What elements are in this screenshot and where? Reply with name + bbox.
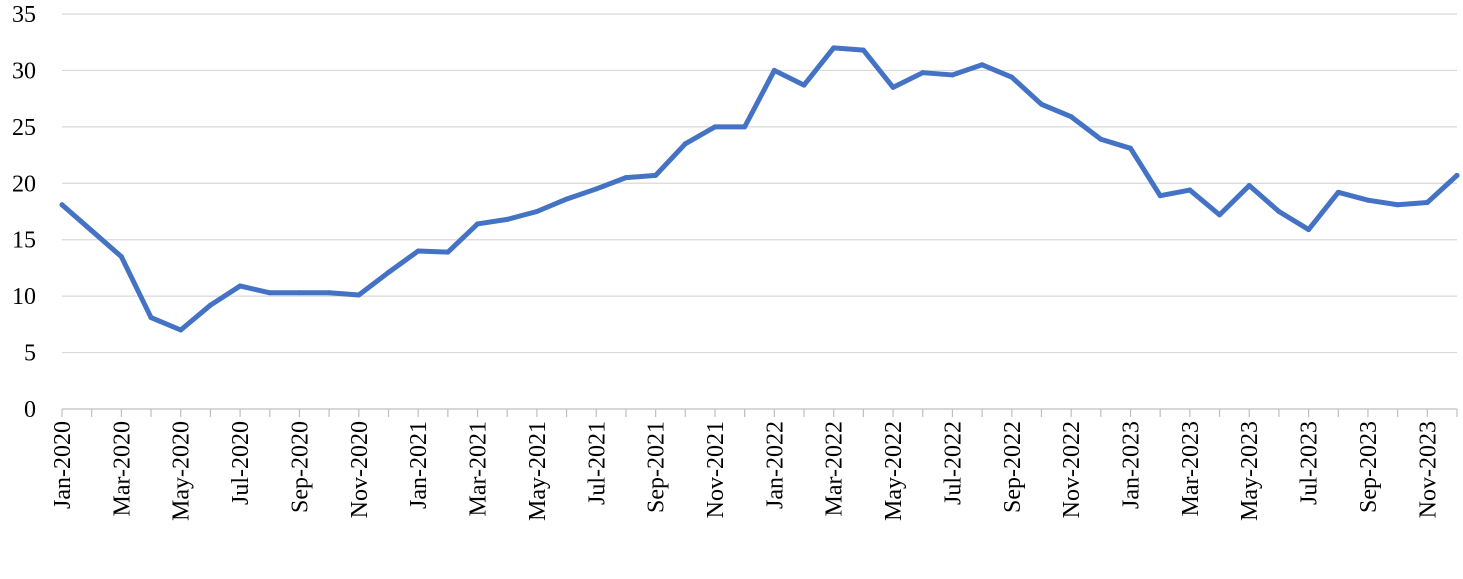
data-point	[831, 45, 837, 51]
data-point	[1424, 199, 1430, 205]
data-point	[59, 202, 65, 208]
x-axis-tick-labels: Jan-2020 Mar-2020 May-2020 Jul-2020 Sep-2020…	[50, 421, 1441, 521]
data-point	[1128, 145, 1134, 151]
x-tick-label: Nov-2020	[347, 421, 373, 518]
data-point	[1454, 172, 1460, 178]
data-point	[920, 70, 926, 76]
data-point	[801, 82, 807, 88]
data-point	[1306, 227, 1312, 233]
x-tick-label: Jul-2023	[1297, 421, 1323, 505]
data-point	[207, 302, 213, 308]
data-point	[593, 186, 599, 192]
y-axis-tick-labels: 0 5 10 15 20 25 30 35	[12, 2, 36, 423]
x-tick-label: Jul-2021	[584, 421, 610, 505]
x-tick-label: Sep-2021	[644, 421, 670, 513]
data-point	[890, 84, 896, 90]
x-tick-label: Nov-2021	[703, 421, 729, 518]
x-axis	[61, 408, 1458, 417]
data-point	[1365, 197, 1371, 203]
data-point	[178, 327, 184, 333]
data-point	[475, 221, 481, 227]
data-point	[118, 254, 124, 260]
data-point	[237, 283, 243, 289]
y-tick-label: 15	[12, 228, 36, 254]
data-point	[979, 62, 985, 68]
data-point	[326, 290, 332, 296]
data-point	[623, 175, 629, 181]
x-tick-label: Mar-2020	[109, 421, 135, 517]
x-tick-label: Jul-2020	[228, 421, 254, 505]
series-line	[59, 45, 1460, 333]
x-tick-label: May-2022	[881, 421, 907, 521]
data-point	[1335, 189, 1341, 195]
x-tick-label: Sep-2020	[287, 421, 313, 513]
data-point	[682, 141, 688, 147]
data-point	[949, 72, 955, 78]
data-point	[564, 196, 570, 202]
data-point	[1395, 202, 1401, 208]
data-point	[148, 315, 154, 321]
data-point	[860, 47, 866, 53]
y-tick-label: 30	[12, 58, 36, 84]
data-point	[653, 172, 659, 178]
data-point	[742, 124, 748, 130]
x-tick-label: Mar-2021	[466, 421, 492, 517]
x-tick-label: Jan-2021	[406, 421, 432, 509]
x-tick-label: Nov-2022	[1059, 421, 1085, 518]
data-point	[89, 228, 95, 234]
x-tick-label: Jan-2020	[50, 421, 76, 509]
x-tick-label: Nov-2023	[1415, 421, 1441, 518]
data-point	[296, 290, 302, 296]
data-point	[1246, 183, 1252, 189]
y-tick-label: 35	[12, 2, 36, 28]
data-point	[771, 67, 777, 73]
y-tick-label: 0	[24, 397, 36, 423]
data-point	[504, 216, 510, 222]
series-layer	[59, 45, 1460, 333]
y-tick-label: 10	[12, 284, 36, 310]
data-point	[1157, 193, 1163, 199]
data-point	[1217, 212, 1223, 218]
data-point	[445, 249, 451, 255]
x-tick-label: Mar-2022	[822, 421, 848, 517]
x-tick-label: Jan-2022	[762, 421, 788, 509]
x-tick-label: Sep-2023	[1356, 421, 1382, 513]
data-point	[1098, 136, 1104, 142]
data-point	[385, 269, 391, 275]
data-point	[356, 292, 362, 298]
x-tick-label: May-2021	[525, 421, 551, 521]
data-point	[534, 209, 540, 214]
data-point	[712, 124, 718, 130]
data-point	[1068, 114, 1074, 120]
x-tick-label: Mar-2023	[1178, 421, 1204, 517]
x-tick-label: May-2020	[169, 421, 195, 521]
data-point	[1276, 209, 1282, 214]
data-point	[1038, 101, 1044, 107]
y-tick-label: 5	[24, 341, 36, 367]
x-tick-label: Jan-2023	[1119, 421, 1145, 509]
data-point	[415, 248, 421, 254]
y-tick-label: 20	[12, 171, 36, 197]
data-point	[267, 290, 273, 296]
data-point	[1009, 74, 1015, 80]
gridlines	[62, 13, 1457, 354]
data-point	[1187, 187, 1193, 193]
x-tick-label: May-2023	[1237, 421, 1263, 521]
x-tick-label: Sep-2022	[1000, 421, 1026, 513]
x-tick-label: Jul-2022	[940, 421, 966, 505]
y-tick-label: 25	[12, 115, 36, 141]
